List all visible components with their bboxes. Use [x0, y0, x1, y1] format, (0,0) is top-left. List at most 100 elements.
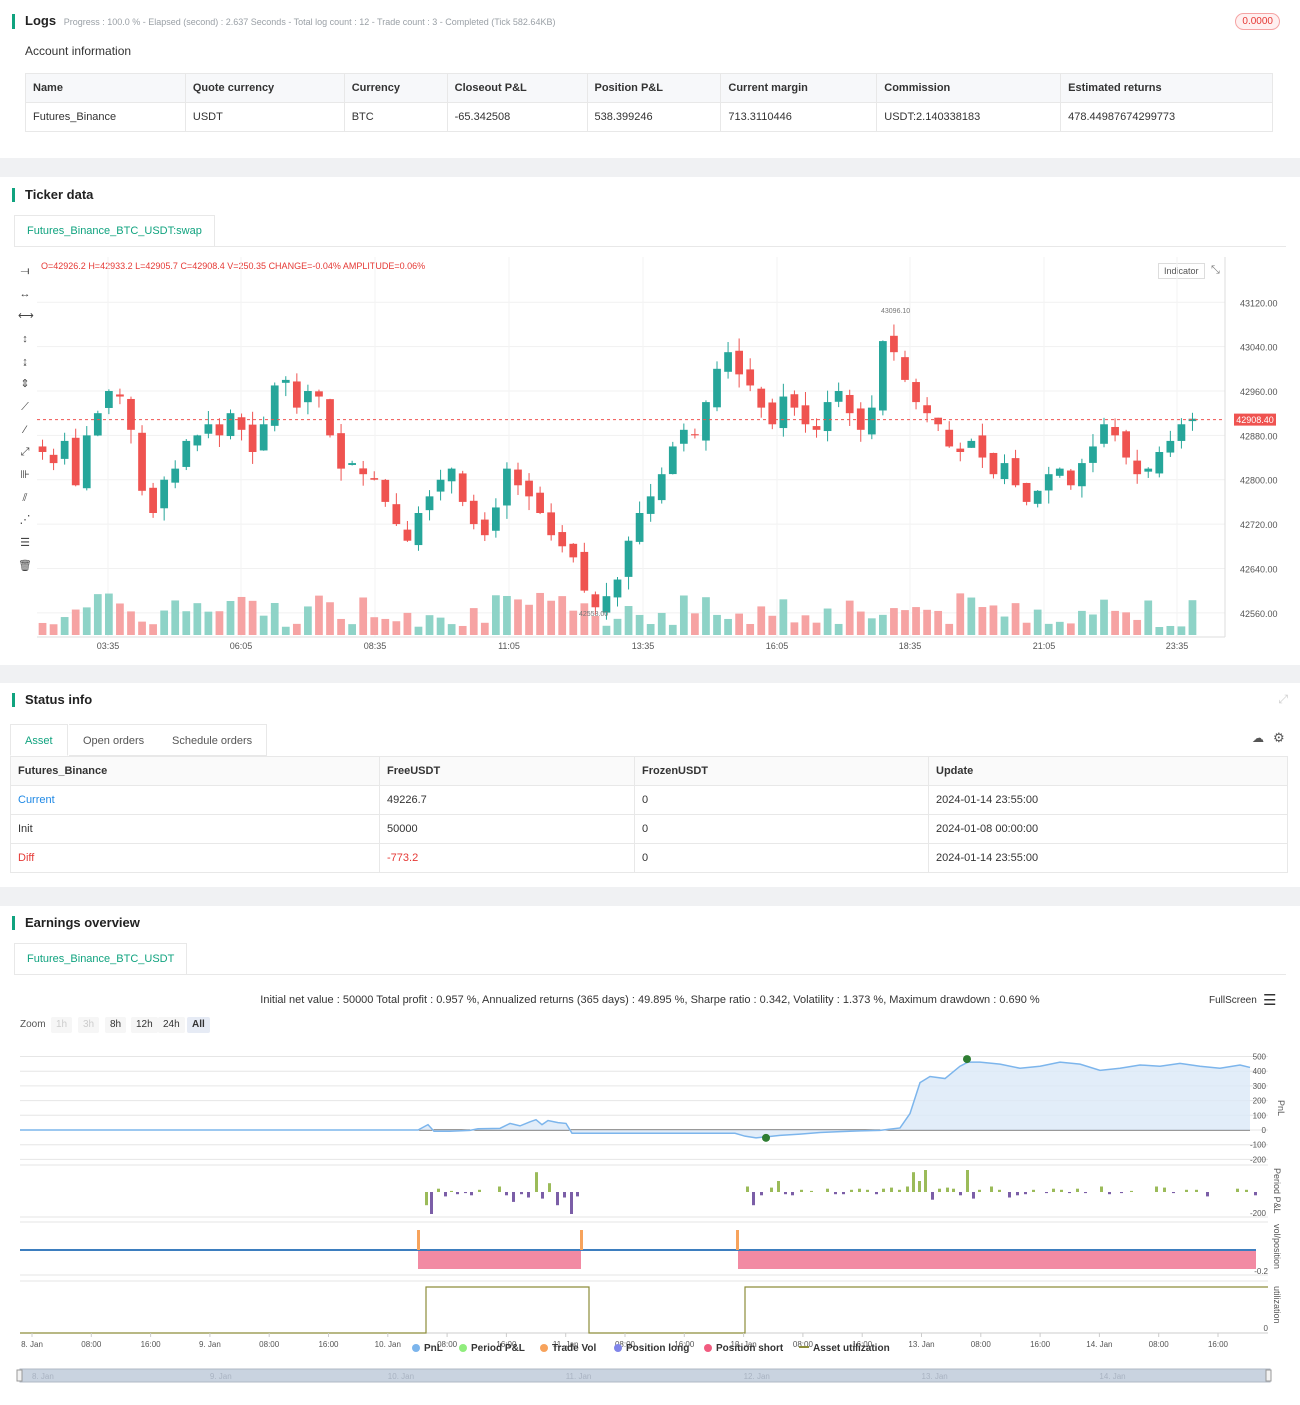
x-tick-label: 18:35: [899, 641, 922, 651]
candle-body: [713, 368, 721, 408]
volume-bar: [635, 614, 644, 635]
x-tick-label: 13. Jan: [908, 1340, 934, 1349]
period-bar: [1068, 1192, 1071, 1194]
period-bar: [826, 1188, 829, 1192]
navigator-right-handle: [1265, 1369, 1272, 1382]
trash-icon[interactable]: 🗑: [18, 560, 32, 572]
menu-icon[interactable]: ☰: [1263, 992, 1277, 1009]
vertical-ray-icon[interactable]: ↕: [22, 333, 28, 345]
tab-asset[interactable]: Asset: [10, 724, 68, 756]
cloud-download-icon[interactable]: ☁: [1252, 731, 1264, 745]
volume-bar: [38, 622, 47, 635]
tab-ticker-symbol[interactable]: Futures_Binance_BTC_USDT:swap: [14, 215, 215, 246]
candle-body: [1133, 460, 1142, 475]
x-tick-label: 10. Jan: [375, 1340, 401, 1349]
zoom-3h-button[interactable]: 3h: [78, 1017, 100, 1033]
period-bar: [1254, 1192, 1257, 1196]
legend-item[interactable]: Period P&L: [459, 1343, 525, 1354]
indicator-button[interactable]: Indicator: [1158, 263, 1205, 279]
parallel-channel-icon[interactable]: ⫽: [22, 492, 28, 504]
volume-bar: [536, 592, 544, 635]
x-tick-label: 9. Jan: [199, 1340, 221, 1349]
account-col-header: Currency: [344, 73, 448, 103]
candle-body: [171, 468, 180, 483]
period-bar: [784, 1192, 787, 1195]
volume-bar: [204, 611, 213, 635]
candle-body: [956, 448, 965, 452]
volume-bar: [1122, 612, 1130, 635]
volume-bar: [326, 602, 334, 635]
horizontal-ray-icon[interactable]: ⟞: [20, 265, 30, 277]
zoom-8h-button[interactable]: 8h: [105, 1017, 127, 1033]
x-tick-label: 16:05: [766, 641, 789, 651]
x-tick-label: 14. Jan: [1086, 1340, 1112, 1349]
account-cell: USDT: [185, 102, 345, 132]
horizontal-line-icon[interactable]: ↔: [19, 288, 31, 300]
fullscreen-button[interactable]: FullScreen: [1209, 995, 1257, 1006]
asset-cell: 2024-01-14 23:55:00: [928, 785, 1288, 815]
legend-item[interactable]: PnL: [412, 1343, 443, 1354]
volume-bar: [292, 623, 301, 635]
ohlc-close: C=42908.4: [180, 261, 225, 271]
settings-gear-icon[interactable]: ⚙: [1273, 730, 1285, 745]
price-range-icon[interactable]: ⊪: [20, 469, 30, 481]
asset-col-header: Futures_Binance: [10, 756, 380, 786]
period-bar: [1245, 1189, 1248, 1192]
extended-trend-icon[interactable]: ⤢: [20, 446, 30, 458]
close-panel-icon[interactable]: ⤢: [1278, 692, 1288, 706]
candle-body: [381, 479, 390, 502]
legend-item[interactable]: Position long: [614, 1343, 689, 1354]
legend-label: Position short: [716, 1343, 784, 1354]
volume-bar: [768, 615, 777, 635]
expand-icon[interactable]: ⤡: [1211, 264, 1220, 276]
period-bar: [1060, 1189, 1063, 1192]
period-bar: [1032, 1189, 1035, 1192]
volume-bar: [569, 610, 578, 635]
period-bar: [858, 1188, 861, 1192]
candle-body: [82, 435, 91, 489]
legend-dot-icon: [540, 1344, 548, 1352]
volume-bar: [149, 624, 157, 635]
account-table-row: Futures_Binance USDT BTC -65.342508 538.3992…: [25, 102, 1273, 132]
candle-body: [668, 446, 677, 475]
volume-bar: [193, 603, 202, 635]
zoom-1h-button[interactable]: 1h: [51, 1017, 73, 1033]
legend-item[interactable]: Trade Vol: [540, 1343, 596, 1354]
zoom-all-button[interactable]: All: [187, 1017, 210, 1033]
zoom-24h-button[interactable]: 24h: [158, 1017, 185, 1033]
fib-levels-icon[interactable]: ☰: [20, 537, 30, 549]
ohlc-readout: O=42926.2 H=42933.2 L=42905.7 C=42908.4 …: [41, 261, 425, 271]
extended-line-icon[interactable]: ⟷: [18, 310, 34, 322]
candle-body: [768, 402, 777, 425]
candle-body: [591, 594, 600, 608]
period-bar: [946, 1187, 949, 1192]
ray-line-icon[interactable]: ⁄: [24, 424, 26, 436]
period-bar: [966, 1170, 969, 1192]
volume-bar: [414, 626, 423, 635]
volume-bar: [1089, 614, 1097, 635]
period-bar: [1120, 1192, 1123, 1194]
volume-bar: [127, 611, 135, 635]
candle-body: [337, 433, 345, 469]
legend-item[interactable]: Position short: [704, 1343, 783, 1354]
period-bar: [456, 1192, 459, 1195]
volume-bar: [1144, 600, 1153, 635]
status-title: Status info: [12, 693, 92, 707]
tab-earnings-symbol[interactable]: Futures_Binance_BTC_USDT: [14, 943, 188, 974]
zoom-12h-button[interactable]: 12h: [131, 1017, 158, 1033]
position-short-bar: [738, 1250, 1256, 1269]
volume-bar: [801, 615, 810, 635]
pitchfork-icon[interactable]: ⋰: [19, 514, 31, 526]
vertical-line-icon[interactable]: ↨: [22, 356, 28, 368]
vertical-extended-icon[interactable]: ⇕: [20, 378, 30, 390]
candle-body: [1111, 426, 1119, 436]
volume-bar: [934, 610, 943, 635]
candle-body: [790, 394, 799, 408]
volume-bar: [912, 607, 920, 635]
legend-item[interactable]: Asset utilization: [799, 1343, 890, 1354]
volume-bar: [425, 615, 434, 635]
candle-body: [1011, 458, 1020, 486]
tab-schedule-orders[interactable]: Schedule orders: [158, 724, 268, 756]
trend-line-icon[interactable]: ⟋: [21, 401, 29, 413]
tab-open-orders[interactable]: Open orders: [69, 724, 160, 756]
